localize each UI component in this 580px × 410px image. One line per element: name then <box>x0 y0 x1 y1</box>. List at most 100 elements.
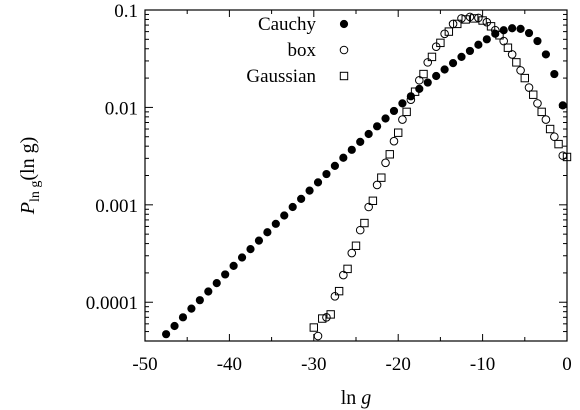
data-point-cauchy <box>204 287 213 296</box>
data-point-gaussian <box>436 38 445 48</box>
data-point-cauchy <box>212 279 221 288</box>
series-layer <box>162 12 572 341</box>
data-point-box <box>355 225 365 235</box>
data-point-gaussian <box>394 128 403 137</box>
y-tick-label: 0.0001 <box>86 293 138 314</box>
data-point-cauchy <box>457 52 466 62</box>
data-point-gaussian <box>377 173 386 182</box>
data-point-cauchy <box>398 99 407 108</box>
y-axis-label-sub: ln g <box>28 181 43 202</box>
data-point-gaussian <box>351 241 361 250</box>
data-point-cauchy <box>330 161 339 170</box>
legend-label-box: box <box>288 40 317 61</box>
data-point-cauchy <box>508 24 517 33</box>
data-point-gaussian <box>520 73 529 83</box>
x-axis-label-ln: ln <box>341 387 362 409</box>
series-gaussian <box>309 14 572 332</box>
data-point-gaussian <box>469 14 479 23</box>
data-point-box <box>440 29 449 39</box>
data-point-gaussian <box>537 107 546 117</box>
data-point-box <box>550 132 559 142</box>
data-point-gaussian <box>562 152 572 162</box>
data-point-cauchy <box>541 50 551 59</box>
data-point-gaussian <box>385 150 394 159</box>
data-point-cauchy <box>170 321 179 331</box>
data-point-box <box>457 14 466 23</box>
data-point-cauchy <box>187 304 196 313</box>
data-point-cauchy <box>313 178 323 187</box>
y-axis-label-main: P <box>17 202 39 215</box>
data-point-cauchy <box>162 330 171 339</box>
data-point-gaussian <box>554 139 563 149</box>
data-point-cauchy <box>364 129 373 139</box>
data-point-gaussian <box>545 124 555 134</box>
data-point-cauchy <box>465 46 475 56</box>
data-point-gaussian <box>419 69 428 79</box>
data-point-gaussian <box>503 43 513 52</box>
y-tick-label: 0.1 <box>114 1 138 22</box>
y-ticks: 0.0001 0.001 0.01 0.1 <box>86 1 567 342</box>
data-point-box <box>381 158 390 168</box>
series-box <box>313 12 568 341</box>
data-point-box <box>339 270 348 280</box>
data-point-gaussian <box>360 218 369 228</box>
data-point-box <box>465 12 475 22</box>
data-point-box <box>364 202 373 212</box>
legend-marker-gaussian <box>339 71 349 81</box>
y-tick-label: 0.01 <box>105 98 138 119</box>
data-point-box <box>347 248 357 258</box>
data-point-box <box>330 292 340 301</box>
data-point-box <box>533 99 542 108</box>
data-point-cauchy <box>297 194 306 204</box>
data-point-box <box>558 151 568 160</box>
data-point-cauchy <box>533 36 542 46</box>
data-point-box <box>398 115 407 124</box>
data-point-cauchy <box>524 28 534 38</box>
data-point-cauchy <box>432 71 441 81</box>
data-point-cauchy <box>322 169 331 179</box>
x-tick-label: -40 <box>217 354 242 375</box>
data-point-gaussian <box>334 286 344 296</box>
data-point-cauchy <box>271 219 280 228</box>
data-point-gaussian <box>343 264 352 274</box>
legend-marker-cauchy <box>339 19 349 29</box>
data-point-gaussian <box>368 196 378 205</box>
data-point-gaussian <box>453 19 462 29</box>
y-axis-label-tail: (ln g) <box>17 137 39 181</box>
y-axis-label: Pln g(ln g) <box>17 137 43 216</box>
data-point-cauchy <box>229 261 238 271</box>
data-point-cauchy <box>474 40 483 49</box>
data-point-gaussian <box>495 31 504 40</box>
data-point-cauchy <box>373 122 382 131</box>
data-point-cauchy <box>254 236 264 245</box>
data-point-box <box>423 58 433 67</box>
data-point-gaussian <box>512 58 521 67</box>
data-point-gaussian <box>486 22 496 31</box>
x-axis-label: ln g <box>341 387 372 409</box>
data-point-cauchy <box>448 59 458 68</box>
data-point-cauchy <box>195 296 204 305</box>
data-point-cauchy <box>499 26 508 35</box>
data-point-gaussian <box>444 27 454 36</box>
data-point-cauchy <box>305 186 314 195</box>
data-point-box <box>448 19 458 29</box>
legend-marker-box <box>339 45 349 55</box>
data-point-cauchy <box>178 313 188 322</box>
data-point-cauchy <box>482 35 491 44</box>
data-point-cauchy <box>389 106 399 116</box>
data-point-gaussian <box>402 107 411 117</box>
data-point-box <box>389 136 399 146</box>
data-point-gaussian <box>326 310 335 319</box>
data-point-gaussian <box>309 323 319 332</box>
data-point-box <box>322 313 331 322</box>
data-point-box <box>541 115 551 124</box>
data-point-gaussian <box>529 90 538 99</box>
data-point-box <box>507 50 517 59</box>
data-point-box <box>415 75 424 85</box>
data-point-cauchy <box>347 145 356 154</box>
data-point-box <box>406 95 416 104</box>
data-point-box <box>313 331 323 341</box>
x-tick-label: -50 <box>132 354 157 375</box>
data-point-cauchy <box>440 65 449 74</box>
